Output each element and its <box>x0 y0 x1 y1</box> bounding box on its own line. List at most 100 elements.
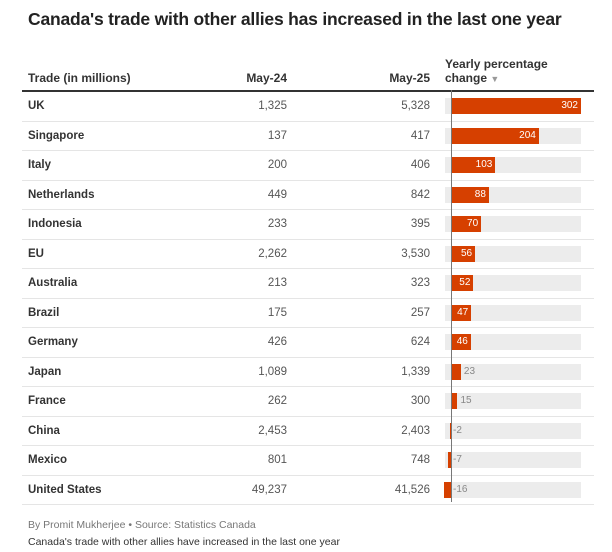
table-row: Mexico 801 748 -7 <box>22 446 594 476</box>
header-divider <box>22 90 594 92</box>
bar-background <box>445 452 581 468</box>
row-may24: 200 <box>267 159 287 171</box>
change-label: 47 <box>457 306 469 318</box>
row-may24: 2,262 <box>258 247 287 260</box>
row-name: Brazil <box>28 306 60 319</box>
table-row: Japan 1,089 1,339 23 <box>22 358 594 387</box>
row-may25: 417 <box>410 129 430 142</box>
sort-descending-icon[interactable]: ▼ <box>490 74 500 84</box>
table-row: Italy 200 406 103 <box>22 151 594 181</box>
table-row: EU 2,262 3,530 56 <box>22 240 594 269</box>
caption: Canada's trade with other allies have in… <box>28 536 340 548</box>
row-may24: 426 <box>267 336 287 348</box>
change-label: 103 <box>475 159 493 170</box>
row-name: Japan <box>28 365 62 378</box>
row-may25: 323 <box>410 277 430 289</box>
row-may25: 842 <box>410 188 430 201</box>
row-may24: 449 <box>267 188 287 201</box>
change-label: 88 <box>474 188 486 200</box>
table-row: Indonesia 233 395 70 <box>22 210 594 240</box>
row-may25: 624 <box>410 336 430 348</box>
row-name: Italy <box>28 159 52 171</box>
row-may25: 257 <box>410 306 430 319</box>
bar-background <box>445 393 581 409</box>
row-may24: 801 <box>267 454 287 466</box>
row-name: EU <box>28 247 44 260</box>
change-bar <box>451 393 458 409</box>
row-may24: 175 <box>267 306 287 319</box>
chart-title: Canada's trade with other allies has inc… <box>28 9 562 29</box>
row-may24: 49,237 <box>251 483 287 496</box>
table-row: Singapore 137 417 204 <box>22 122 594 151</box>
change-bar <box>451 334 471 350</box>
zero-axis-line <box>451 90 452 502</box>
row-name: Mexico <box>28 454 67 466</box>
change-label: -2 <box>453 424 462 436</box>
change-label: 15 <box>460 395 472 406</box>
table-row: China 2,453 2,403 -2 <box>22 417 594 446</box>
row-may25: 395 <box>410 218 430 230</box>
row-may25: 5,328 <box>401 100 430 112</box>
header-may25[interactable]: May-25 <box>389 71 430 85</box>
change-label: 302 <box>561 100 578 111</box>
row-may25: 406 <box>410 159 430 171</box>
change-bar <box>451 304 472 321</box>
header-change-line1: Yearly percentage <box>445 57 548 71</box>
bar-background <box>445 422 581 439</box>
table-row: France 262 300 15 <box>22 387 594 417</box>
row-name: United States <box>28 483 102 496</box>
table-row: Australia 213 323 52 <box>22 269 594 299</box>
row-may24: 262 <box>267 395 287 407</box>
bar-background <box>445 363 581 380</box>
row-name: Germany <box>28 336 78 348</box>
table-row: Germany 426 624 46 <box>22 328 594 358</box>
row-name: UK <box>28 100 45 112</box>
header-trade[interactable]: Trade (in millions) <box>28 71 131 85</box>
row-may25: 2,403 <box>401 424 430 437</box>
row-name: Netherlands <box>28 188 95 201</box>
bar-background <box>445 245 581 262</box>
row-may24: 137 <box>267 129 287 142</box>
change-label: 23 <box>463 365 476 377</box>
change-bar <box>451 186 489 203</box>
row-may25: 748 <box>410 454 430 466</box>
change-bar <box>451 216 482 232</box>
change-label: 70 <box>467 218 479 229</box>
header-may24[interactable]: May-24 <box>246 71 287 85</box>
row-name: Singapore <box>28 129 85 142</box>
bar-background <box>445 275 581 291</box>
table-row: UK 1,325 5,328 302 <box>22 92 594 122</box>
change-bar <box>451 245 476 262</box>
change-label: -7 <box>453 454 462 465</box>
row-may25: 41,526 <box>394 483 430 496</box>
table-row: Netherlands 449 842 88 <box>22 181 594 210</box>
row-may25: 1,339 <box>401 365 430 378</box>
change-bar <box>451 98 581 114</box>
table-row: United States 49,237 41,526 -16 <box>22 476 594 505</box>
bar-background <box>445 304 581 321</box>
change-bar <box>451 275 474 291</box>
change-label: 204 <box>519 129 536 141</box>
change-bar <box>447 452 451 468</box>
change-label: 46 <box>456 336 468 347</box>
row-may24: 1,089 <box>258 365 287 378</box>
row-may25: 3,530 <box>401 247 430 260</box>
change-label: 56 <box>460 247 473 259</box>
row-name: Indonesia <box>28 218 82 230</box>
row-may24: 1,325 <box>258 100 287 112</box>
row-name: France <box>28 395 66 407</box>
row-may24: 233 <box>267 218 287 230</box>
change-bar <box>451 363 461 380</box>
row-name: China <box>28 424 60 437</box>
change-label: -16 <box>453 483 468 495</box>
change-bar <box>450 422 451 439</box>
change-label: 52 <box>459 277 471 288</box>
row-may25: 300 <box>410 395 430 407</box>
row-may24: 213 <box>267 277 287 289</box>
header-change[interactable]: Yearly percentage change ▼ <box>445 57 548 86</box>
bar-background <box>445 481 581 498</box>
change-bar <box>451 157 496 173</box>
row-name: Australia <box>28 277 78 289</box>
byline: By Promit Mukherjee • Source: Statistics… <box>28 519 256 531</box>
row-may24: 2,453 <box>258 424 287 437</box>
